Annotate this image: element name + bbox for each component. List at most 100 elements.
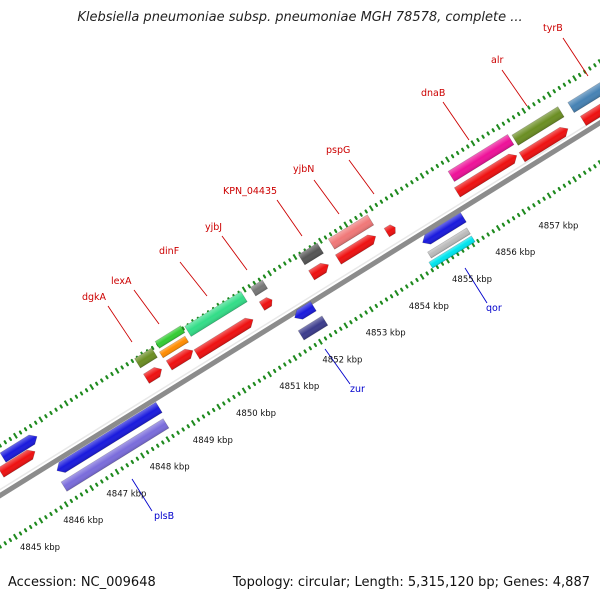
gene-block-alr[interactable] <box>511 106 565 146</box>
gene-block-left-blue[interactable] <box>0 432 40 463</box>
gene-block-dnaB[interactable] <box>447 134 515 182</box>
gene-label-lexA[interactable]: lexA <box>111 276 132 287</box>
gene-block-KPN_04435[interactable] <box>298 242 324 266</box>
cds-block-lexA[interactable] <box>165 346 196 371</box>
scale-label-4846: 4846 kbp <box>63 516 103 526</box>
cds-block-yjbJ[interactable] <box>258 296 274 311</box>
gene-block-qor-c[interactable] <box>428 235 476 269</box>
inner-track-tick <box>3 541 7 546</box>
inner-track-tick <box>145 450 150 455</box>
gene-block-yjbJ[interactable] <box>250 279 268 297</box>
inner-track-tick <box>495 224 501 232</box>
inner-track-tick <box>516 212 521 218</box>
inner-track-tick <box>171 433 175 439</box>
inner-track-tick <box>211 407 216 413</box>
gene-block-lexA[interactable] <box>154 325 186 349</box>
gene-block-yjbN[interactable] <box>327 214 375 250</box>
cds-block-pspG[interactable] <box>383 223 398 238</box>
cds-block-tyrB[interactable] <box>579 100 600 126</box>
outer-track-tick <box>44 414 48 419</box>
inner-track-tick <box>186 424 190 429</box>
outer-track-tick <box>328 232 333 237</box>
inner-track-tick <box>222 401 226 406</box>
gene-block-qor[interactable] <box>420 212 467 248</box>
gene-label-tyrB[interactable]: tyrB <box>543 23 563 34</box>
scale-label-4850: 4850 kbp <box>236 409 276 419</box>
gene-label-qor[interactable]: qor <box>486 303 502 314</box>
outer-track-tick <box>532 102 536 107</box>
inner-track-tick <box>455 251 460 257</box>
gene-label-zur[interactable]: zur <box>350 384 365 395</box>
inner-track-tick <box>165 436 171 443</box>
outer-track-tick <box>18 430 23 435</box>
outer-track-tick <box>476 137 480 143</box>
gene-label-pspG[interactable]: pspG <box>326 145 350 156</box>
outer-track-tick <box>292 253 298 261</box>
outer-track-tick <box>130 358 135 364</box>
inner-track-tick <box>546 192 552 199</box>
outer-track-tick <box>461 147 465 152</box>
outer-track-tick <box>440 160 445 165</box>
scale-label-4857: 4857 kbp <box>538 221 578 231</box>
outer-track-tick <box>100 378 104 383</box>
gene-label-dinF[interactable]: dinF <box>159 246 179 257</box>
gene-block-zur[interactable] <box>292 301 317 323</box>
gene-block-tyrB[interactable] <box>567 80 600 114</box>
scale-label-4851: 4851 kbp <box>279 382 319 392</box>
cds-block-KPN_04435[interactable] <box>308 260 332 281</box>
outer-track-tick <box>546 91 552 98</box>
leader-line-yjbJ <box>221 235 248 271</box>
outer-track-tick <box>430 167 434 172</box>
outer-track-tick <box>466 144 470 149</box>
gene-block-plsB[interactable] <box>54 401 163 475</box>
cds-block-left[interactable] <box>0 447 38 478</box>
outer-track-tick <box>506 118 511 123</box>
gene-block-dgkA[interactable] <box>134 347 158 369</box>
inner-track-tick <box>593 164 597 169</box>
gene-label-dgkA[interactable]: dgkA <box>82 292 107 303</box>
outer-track-tick <box>63 400 69 407</box>
gene-block-qor-b[interactable] <box>427 227 471 259</box>
gene-label-alr[interactable]: alr <box>491 55 503 66</box>
gene-block-lexA-b[interactable] <box>158 335 190 359</box>
cds-block-dinF[interactable] <box>193 315 256 360</box>
inner-track-tick <box>59 505 63 510</box>
inner-track-tick <box>501 222 506 227</box>
gene-label-yjbN[interactable]: yjbN <box>293 164 314 175</box>
outer-track-tick <box>359 212 363 217</box>
outer-track-tick <box>252 280 257 286</box>
cds-block-yjbN[interactable] <box>334 232 378 265</box>
gene-block-dinF[interactable] <box>184 291 248 337</box>
inner-track-tick <box>292 354 298 362</box>
gene-label-dnaB[interactable]: dnaB <box>421 88 445 99</box>
gene-label-yjbJ[interactable]: yjbJ <box>205 222 222 233</box>
gene-block-plsB-b[interactable] <box>60 418 170 492</box>
inner-track-tick <box>54 508 58 513</box>
accession-text: Accession: NC_009648 <box>8 575 156 590</box>
inner-track-tick <box>359 313 363 318</box>
inner-track-tick <box>49 511 53 517</box>
gene-label-KPN_04435[interactable]: KPN_04435 <box>223 186 277 197</box>
outer-track-tick <box>8 436 13 442</box>
gene-label-plsB[interactable]: plsB <box>154 511 174 522</box>
tick-dot-tracks <box>0 58 600 549</box>
scale-label-4853: 4853 kbp <box>366 329 406 339</box>
gene-block-zur-b[interactable] <box>297 315 329 341</box>
inner-track-tick <box>506 219 511 224</box>
outer-track-tick <box>49 410 53 416</box>
outer-track-tick <box>343 221 349 228</box>
cds-block-dnaB[interactable] <box>453 151 519 198</box>
cds-block-alr[interactable] <box>518 124 571 163</box>
inner-track-tick <box>577 173 582 179</box>
inner-track-tick <box>181 427 185 432</box>
leader-line-dinF <box>179 261 208 297</box>
inner-track-tick <box>283 362 287 367</box>
outer-track-tick <box>400 186 404 191</box>
inner-track-tick <box>379 300 384 305</box>
outer-track-tick <box>364 209 368 214</box>
cds-block-dgkA[interactable] <box>143 365 164 384</box>
outer-track-tick <box>12 432 18 439</box>
inner-track-tick <box>216 403 222 410</box>
inner-track-tick <box>450 255 455 260</box>
